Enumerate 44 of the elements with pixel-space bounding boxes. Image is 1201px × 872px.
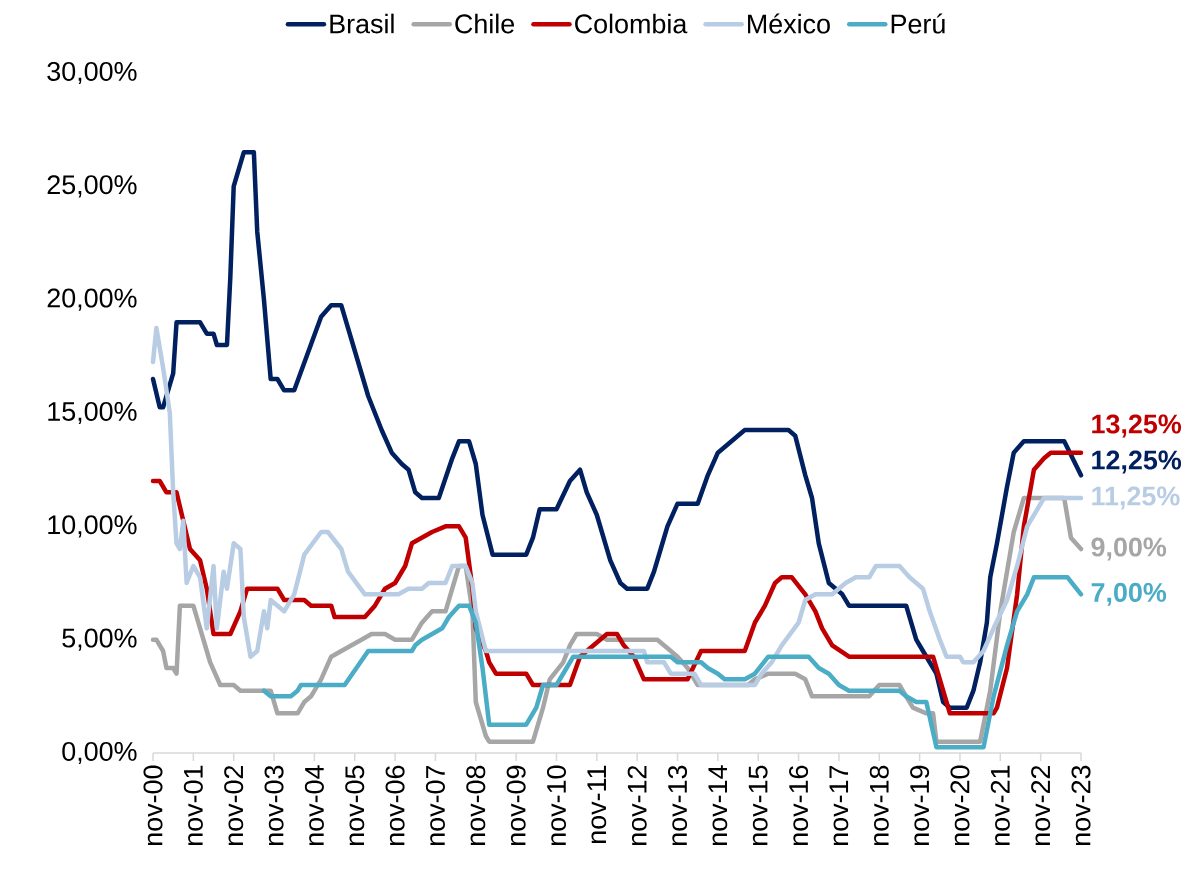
x-tick-label: nov-02 [224,765,244,845]
x-tick-label: nov-04 [304,765,324,845]
x-tick-label: nov-22 [1031,765,1051,845]
annotation: 7,00% [1091,582,1167,606]
legend-label: Perú [891,13,945,34]
legend-label: México [748,13,830,34]
x-tick-label: nov-15 [748,765,768,845]
x-tick-label: nov-16 [789,765,809,845]
y-tick-label: 20,00% [47,288,137,311]
x-tick-label: nov-00 [143,765,163,845]
y-tick-label: 25,00% [47,175,137,198]
x-tick-label: nov-17 [829,765,849,845]
legend-label: Chile [455,13,515,34]
x-tick-label: nov-06 [385,765,405,845]
x-tick-label: nov-11 [587,765,607,843]
line-series [261,575,1084,750]
x-tick-label: nov-09 [506,765,526,845]
x-tick-label: nov-03 [264,765,284,845]
x-tick-label: nov-20 [950,765,970,845]
x-tick-label: nov-10 [546,765,567,845]
x-tick-label: nov-08 [466,765,486,845]
annotation: 13,25% [1092,414,1182,438]
annotation: 9,00% [1091,537,1167,561]
y-tick-label: 15,00% [48,401,137,425]
line-series [150,325,1084,688]
y-tick-label: 30,00% [47,61,137,85]
x-tick-label: nov-01 [183,765,203,845]
x-tick-label: nov-05 [345,765,365,845]
legend-label: Colombia [575,13,688,34]
x-tick-label: nov-07 [425,765,445,845]
legend-label: Brasil [330,13,394,34]
y-tick-label: 10,00% [48,515,137,538]
x-tick-label: nov-18 [869,765,889,845]
y-tick-label: 0,00% [62,741,137,765]
x-tick-label: nov-23 [1071,765,1091,845]
x-tick-label: nov-12 [627,765,647,845]
x-tick-label: nov-21 [990,765,1010,845]
x-tick-label: nov-14 [708,765,728,845]
line-series [150,150,1084,710]
x-tick-label: nov-13 [668,765,688,845]
annotation: 11,25% [1092,486,1180,510]
x-tick-label: nov-19 [910,765,930,845]
annotation: 12,25% [1092,450,1182,474]
y-tick-label: 5,00% [62,628,137,651]
